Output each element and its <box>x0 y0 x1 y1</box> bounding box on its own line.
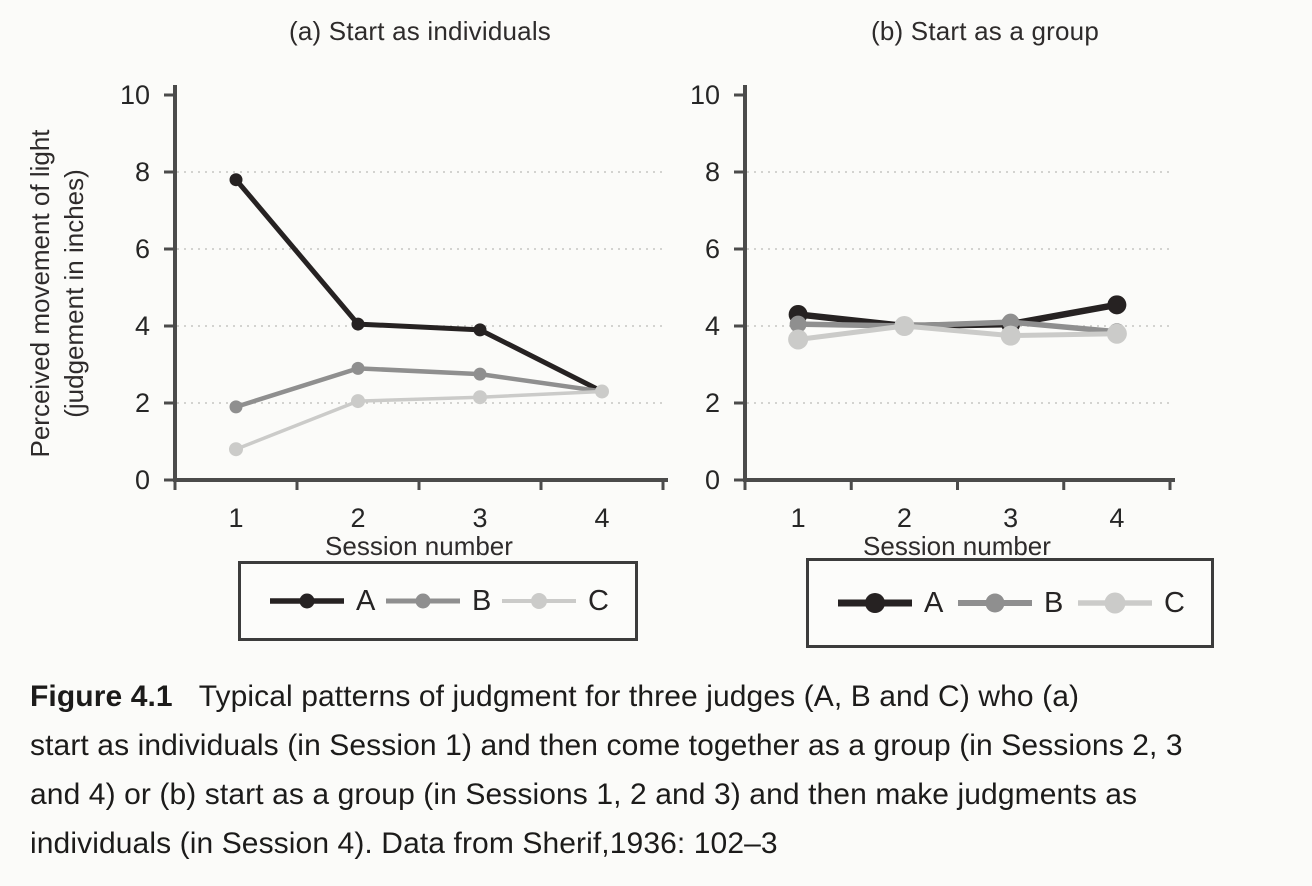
x-tick-label: 2 <box>897 503 912 533</box>
legend-swatch-C <box>1078 592 1153 614</box>
y-tick-label: 10 <box>690 80 720 110</box>
y-axis-title-line1: Perceived movement of light <box>25 129 55 458</box>
y-tick-label: 0 <box>135 465 150 495</box>
data-point-C-session-2 <box>351 394 365 409</box>
caption-line: start as individuals (in Session 1) and … <box>30 729 1183 762</box>
legend-swatch-A <box>270 593 344 609</box>
legend-swatch-B <box>958 593 1033 613</box>
figure-caption: Figure 4.1 Typical patterns of judgment f… <box>30 672 1292 868</box>
data-point-A-session-4 <box>1107 295 1127 315</box>
x-tick-label: 4 <box>1109 503 1124 533</box>
x-tick-label: 3 <box>472 503 487 533</box>
data-point-C-session-2 <box>894 316 915 336</box>
data-point-A-session-1 <box>229 173 243 187</box>
legend-label-A: A <box>356 584 376 617</box>
y-tick-label: 10 <box>120 80 150 110</box>
caption-text: Typical patterns of judgment for three j… <box>198 680 1080 713</box>
series-line-C <box>797 323 1117 342</box>
y-axis-title-line2: (judgement in inches) <box>59 169 89 418</box>
data-point-B-session-1 <box>229 400 243 414</box>
chart-b-title: (b) Start as a group <box>871 16 1099 46</box>
data-point-C-session-1 <box>229 442 243 457</box>
y-tick-label: 6 <box>705 234 720 264</box>
data-point-A-session-2 <box>351 317 365 331</box>
chart-a-title: (a) Start as individuals <box>288 16 552 46</box>
data-point-C-session-4 <box>1106 323 1127 344</box>
y-tick-label: 2 <box>705 388 720 418</box>
caption-line: Figure 4.1 Typical patterns of judgment f… <box>30 672 1292 721</box>
x-tick-label: 1 <box>228 503 243 533</box>
y-tick-label: 4 <box>705 311 720 341</box>
y-tick-label: 8 <box>705 157 720 187</box>
chart-a-legend: A B C <box>238 561 638 641</box>
x-axis-title: Session number <box>325 531 513 561</box>
y-tick-label: 6 <box>135 234 150 264</box>
y-tick-label: 4 <box>135 311 150 341</box>
legend-entry-C: C <box>1075 587 1185 620</box>
y-tick-label: 0 <box>705 465 720 495</box>
legend-swatch-A <box>838 593 912 613</box>
legend-entry-A: A <box>835 587 943 620</box>
series-line-B <box>798 319 1118 335</box>
legend-swatch-B <box>386 593 461 609</box>
data-point-B-session-1 <box>789 315 807 333</box>
x-tick-label: 3 <box>1003 503 1018 533</box>
x-tick-label: 1 <box>791 503 806 533</box>
data-point-B-session-2 <box>351 361 365 375</box>
y-tick-label: 2 <box>135 388 150 418</box>
x-tick-label: 4 <box>594 503 609 533</box>
legend-entry-A: A <box>267 585 375 618</box>
chart-b-legend: A B C <box>806 558 1214 648</box>
data-point-C-session-1 <box>788 329 809 350</box>
caption-line: and 4) or (b) start as a group (in Sessi… <box>30 778 1138 811</box>
series-line-B <box>235 366 603 409</box>
legend-entry-B: B <box>955 587 1063 620</box>
data-point-C-session-3 <box>1000 325 1021 346</box>
x-tick-label: 2 <box>350 503 365 533</box>
data-point-A-session-3 <box>473 323 487 337</box>
figure-caption-label: Figure 4.1 <box>30 680 173 713</box>
series-line-C <box>235 389 603 451</box>
data-point-C-session-4 <box>595 384 609 399</box>
legend-label-C: C <box>1164 586 1185 619</box>
legend-entry-B: B <box>383 585 491 618</box>
x-axis-title: Session number <box>863 531 1051 561</box>
data-point-B-session-3 <box>473 367 487 381</box>
y-tick-label: 8 <box>135 157 150 187</box>
legend-entry-C: C <box>499 585 609 618</box>
legend-label-C: C <box>588 584 609 617</box>
data-point-B-session-3 <box>1002 313 1020 331</box>
legend-label-B: B <box>472 584 492 617</box>
caption-line: individuals (in Session 4). Data from Sh… <box>30 827 778 860</box>
legend-label-A: A <box>924 586 944 619</box>
series-line-A <box>234 178 604 394</box>
legend-label-B: B <box>1044 586 1064 619</box>
data-point-C-session-3 <box>473 390 487 405</box>
legend-swatch-C <box>502 593 577 609</box>
